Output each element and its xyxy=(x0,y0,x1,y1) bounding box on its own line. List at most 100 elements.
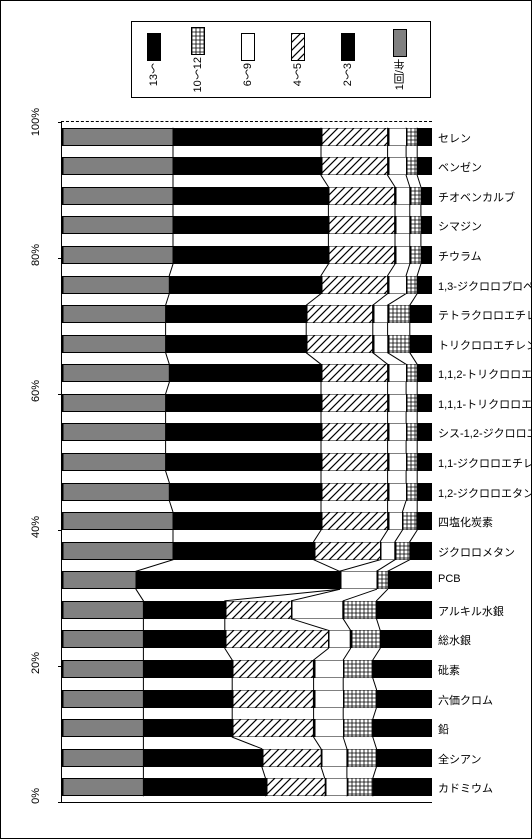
bar-segment xyxy=(166,453,321,471)
bar-segment xyxy=(395,542,410,560)
bar-row xyxy=(62,571,432,589)
bar-segment xyxy=(62,483,169,501)
bar-segment xyxy=(417,276,432,294)
category-label: 鉛 xyxy=(438,721,449,737)
bar-segment xyxy=(143,719,232,737)
bar-row xyxy=(62,690,432,708)
bar-segment xyxy=(173,512,321,530)
category-label: シマジン xyxy=(438,218,482,234)
category-label: チウラム xyxy=(438,248,482,264)
bar-segment xyxy=(166,305,307,323)
bar-segment xyxy=(62,216,173,234)
bar-row xyxy=(62,483,432,501)
bar-segment xyxy=(306,335,373,353)
bar-segment xyxy=(410,216,421,234)
bar-segment xyxy=(321,128,388,146)
bar-segment xyxy=(173,128,321,146)
category-label: カドミウム xyxy=(438,780,493,796)
legend-label: 4～5 xyxy=(290,63,306,86)
bar-segment xyxy=(321,749,347,767)
bar-segment xyxy=(62,423,166,441)
bar-segment xyxy=(62,749,143,767)
bar-segment xyxy=(232,690,313,708)
category-label: ベンゼン xyxy=(438,159,482,175)
bar-row xyxy=(62,719,432,737)
bar-segment xyxy=(421,246,432,264)
bar-segment xyxy=(388,157,407,175)
y-tick-label: 80% xyxy=(30,244,60,266)
bar-row xyxy=(62,630,432,648)
bar-segment xyxy=(62,276,169,294)
bar-segment xyxy=(373,305,388,323)
legend-item: 10～12 xyxy=(178,27,218,92)
bar-segment xyxy=(388,423,407,441)
bar-segment xyxy=(62,394,166,412)
bar-segment xyxy=(262,749,321,767)
category-label: 総水銀 xyxy=(438,632,471,648)
bar-row xyxy=(62,423,432,441)
bar-segment xyxy=(388,483,407,501)
bar-segment xyxy=(406,157,417,175)
bar-segment xyxy=(388,453,407,471)
bar-row xyxy=(62,246,432,264)
bar-segment xyxy=(306,305,373,323)
bar-segment xyxy=(62,128,173,146)
bar-segment xyxy=(143,601,224,619)
bar-segment xyxy=(417,512,432,530)
bar-segment xyxy=(62,542,173,560)
bar-segment xyxy=(166,335,307,353)
bar-segment xyxy=(328,187,395,205)
bar-segment xyxy=(62,305,166,323)
bar-segment xyxy=(321,394,388,412)
bar-segment xyxy=(143,630,224,648)
plot-area: 0%20%40%60%80%100%カドミウム全シアン鉛六価クロム砒素総水銀アル… xyxy=(61,121,432,803)
legend: 13～10～126～94～52～31回/年 xyxy=(131,21,431,98)
bar-segment xyxy=(417,128,432,146)
bar-segment xyxy=(410,305,432,323)
bar-row xyxy=(62,157,432,175)
bar-segment xyxy=(169,364,321,382)
bar-segment xyxy=(62,630,143,648)
bar-segment xyxy=(373,660,432,678)
bar-segment xyxy=(166,423,321,441)
legend-item: 6～9 xyxy=(228,33,268,86)
bar-segment xyxy=(421,187,432,205)
bar-segment xyxy=(380,630,432,648)
category-label: 1,1,2-トリクロロエタン xyxy=(438,366,532,382)
bar-segment xyxy=(143,749,261,767)
bar-segment xyxy=(377,749,433,767)
bar-row xyxy=(62,216,432,234)
bar-segment xyxy=(62,601,143,619)
bar-segment xyxy=(169,276,321,294)
y-tick-label: 40% xyxy=(30,516,60,538)
bar-segment xyxy=(62,778,143,796)
bar-segment xyxy=(321,512,388,530)
bar-segment xyxy=(388,128,407,146)
chart-frame: 13～10～126～94～52～31回/年 0%20%40%60%80%100%… xyxy=(0,0,532,839)
legend-swatch xyxy=(191,27,205,55)
bar-row xyxy=(62,512,432,530)
bar-segment xyxy=(410,335,432,353)
bar-segment xyxy=(373,778,432,796)
bar-segment xyxy=(62,719,143,737)
bar-segment xyxy=(395,246,410,264)
bar-segment xyxy=(173,157,321,175)
bar-segment xyxy=(225,630,329,648)
bar-segment xyxy=(410,187,421,205)
bar-segment xyxy=(388,571,432,589)
bar-segment xyxy=(62,660,143,678)
bar-segment xyxy=(173,246,328,264)
bar-segment xyxy=(406,394,417,412)
legend-label: 1回/年 xyxy=(392,59,408,90)
legend-item: 2～3 xyxy=(328,33,368,86)
bar-segment xyxy=(62,364,169,382)
category-label: 四塩化炭素 xyxy=(438,514,493,530)
bar-segment xyxy=(62,690,143,708)
bar-segment xyxy=(328,246,395,264)
bar-segment xyxy=(406,128,417,146)
legend-swatch xyxy=(147,33,161,61)
legend-label: 2～3 xyxy=(340,63,356,86)
legend-label: 6～9 xyxy=(240,63,256,86)
bar-segment xyxy=(388,364,407,382)
bar-segment xyxy=(417,364,432,382)
